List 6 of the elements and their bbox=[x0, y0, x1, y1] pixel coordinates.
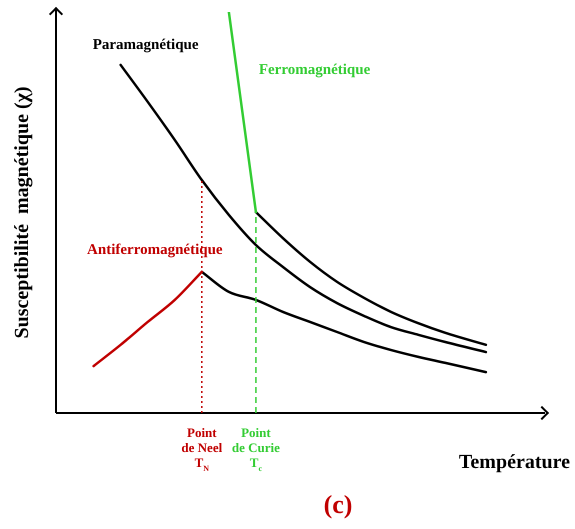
text: Paramagnétique bbox=[92, 36, 199, 53]
series-label: Ferromagnétique bbox=[258, 62, 371, 78]
series-label: Antiferromagnétique bbox=[87, 242, 223, 258]
x-axis-title: Température bbox=[458, 451, 570, 473]
text: (c) bbox=[324, 490, 352, 519]
y-axis-title: Susceptibilité magnétique (χ) bbox=[11, 86, 33, 339]
